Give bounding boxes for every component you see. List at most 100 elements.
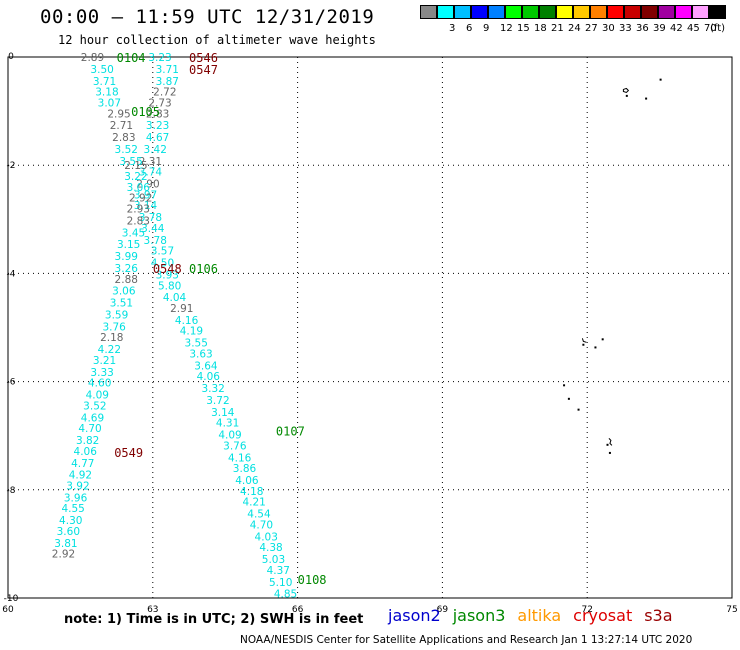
legend-swatch bbox=[488, 5, 505, 19]
wave-height-value: 4.19 bbox=[180, 326, 203, 338]
legend-swatch bbox=[522, 5, 539, 19]
legend-unit: (ft) bbox=[710, 23, 726, 34]
legend-swatch bbox=[709, 5, 726, 19]
lon-tick-label: 60 bbox=[2, 605, 14, 615]
wave-height-value: 4.50 bbox=[151, 258, 174, 270]
island bbox=[582, 343, 585, 346]
wave-height-value: 3.78 bbox=[144, 235, 167, 247]
wave-height-value: 3.97 bbox=[134, 189, 157, 201]
wave-height-value: 4.16 bbox=[228, 452, 252, 464]
wave-height-value: 3.14 bbox=[211, 407, 235, 419]
wave-height-value: 2.88 bbox=[115, 274, 138, 286]
wave-height-value: 5.80 bbox=[158, 280, 181, 292]
legend-label: 36 bbox=[636, 23, 649, 34]
island bbox=[567, 397, 570, 400]
satellite-altika: altika bbox=[517, 606, 562, 625]
wave-height-value: 4.18 bbox=[240, 486, 263, 498]
credit-line: NOAA/NESDIS Center for Satellite Applica… bbox=[240, 634, 693, 646]
wave-height-value: 3.55 bbox=[119, 156, 142, 168]
wave-height-value: 3.07 bbox=[98, 97, 121, 109]
wave-height-value: 4.37 bbox=[267, 565, 290, 577]
legend-swatch bbox=[692, 5, 709, 19]
pass-time-label: 0547 bbox=[189, 63, 218, 77]
legend-label: 30 bbox=[602, 23, 615, 34]
legend-swatch bbox=[607, 5, 624, 19]
wave-height-value: 3.23 bbox=[146, 120, 169, 132]
legend-label: 18 bbox=[534, 23, 547, 34]
legend-swatch bbox=[624, 5, 641, 19]
legend-label: 27 bbox=[585, 23, 598, 34]
legend-label: 70 bbox=[704, 23, 717, 34]
legend-label: 21 bbox=[551, 23, 564, 34]
satellite-s3a: s3a bbox=[644, 606, 673, 625]
wave-height-value: 3.92 bbox=[66, 480, 89, 492]
wave-height-value: 3.76 bbox=[102, 321, 126, 333]
wave-height-value: 3.06 bbox=[112, 286, 136, 298]
legend-swatch bbox=[471, 5, 488, 19]
wave-height-value: 3.15 bbox=[117, 239, 140, 251]
wave-height-value: 4.30 bbox=[59, 515, 82, 527]
lat-tick-label: 0 bbox=[8, 52, 14, 62]
wave-height-value: 3.64 bbox=[194, 360, 218, 372]
wave-height-value: 3.50 bbox=[90, 64, 113, 76]
legend-swatch bbox=[539, 5, 556, 19]
wave-height-value: 3.93 bbox=[156, 269, 179, 281]
legend-swatch bbox=[675, 5, 692, 19]
legend-label: 45 bbox=[687, 23, 700, 34]
pass-time-label: 0549 bbox=[114, 446, 143, 460]
wave-height-value: 3.86 bbox=[233, 463, 257, 475]
wave-height-value: 3.21 bbox=[93, 355, 116, 367]
legend-label: 6 bbox=[466, 23, 473, 34]
wave-height-value: 2.18 bbox=[100, 332, 123, 344]
wave-height-value: 3.59 bbox=[105, 310, 128, 322]
wave-height-value: 3.52 bbox=[83, 400, 106, 412]
wave-height-value: 3.18 bbox=[95, 87, 118, 99]
wave-height-value: 4.69 bbox=[81, 412, 104, 424]
wave-height-value: 3.44 bbox=[141, 223, 165, 235]
lon-tick-label: 75 bbox=[726, 605, 737, 615]
satellite-cryosat: cryosat bbox=[573, 606, 633, 625]
legend-swatch bbox=[658, 5, 675, 19]
wave-height-value: 3.14 bbox=[134, 200, 158, 212]
pass-time-label: 0546 bbox=[189, 51, 218, 65]
wave-height-value: 3.76 bbox=[223, 440, 247, 452]
wave-height-value: 4.06 bbox=[235, 475, 259, 487]
legend-label: 3 bbox=[449, 23, 456, 34]
wave-height-value: 3.87 bbox=[156, 76, 179, 88]
wave-height-value: 4.09 bbox=[86, 390, 109, 402]
lat-tick-label: -2 bbox=[7, 161, 16, 171]
lon-tick-label: 72 bbox=[581, 605, 592, 615]
wave-height-value: 3.52 bbox=[115, 144, 138, 156]
wave-height-value: 4.09 bbox=[218, 430, 241, 442]
legend-swatch bbox=[556, 5, 573, 19]
wave-height-value: 3.78 bbox=[139, 212, 162, 224]
satellite-jason3: jason3 bbox=[452, 606, 506, 625]
wave-height-value: 4.21 bbox=[242, 497, 265, 509]
wave-height-value: 4.70 bbox=[78, 423, 101, 435]
wave-height-value: 3.57 bbox=[151, 246, 174, 258]
wave-height-value: 5.10 bbox=[269, 577, 292, 589]
island bbox=[625, 94, 628, 97]
color-legend: 3 6 9 12 15 18 21 24 27 30 33 36 39 42 45 70 (ft) bbox=[420, 5, 730, 35]
wave-height-value: 4.38 bbox=[259, 542, 282, 554]
legend-label: 42 bbox=[670, 23, 683, 34]
island bbox=[577, 408, 580, 411]
wave-height-value: 5.03 bbox=[262, 554, 285, 566]
lon-tick-label: 66 bbox=[292, 605, 304, 615]
wave-height-value: 3.96 bbox=[64, 492, 88, 504]
wave-height-value: 3.72 bbox=[206, 395, 229, 407]
wave-height-value: 3.23 bbox=[148, 52, 171, 64]
wave-height-value: 2.95 bbox=[107, 108, 130, 120]
wave-height-value: 2.83 bbox=[112, 132, 135, 144]
lon-tick-label: 63 bbox=[147, 605, 158, 615]
wave-height-value: 3.51 bbox=[110, 298, 133, 310]
satellite-jason2: jason2 bbox=[388, 606, 441, 625]
pass-time-label: 0106 bbox=[189, 262, 218, 276]
wave-height-value: 3.22 bbox=[124, 171, 147, 183]
legend-swatch bbox=[437, 5, 454, 19]
wave-height-value: 2.83 bbox=[146, 108, 169, 120]
lat-tick-label: -4 bbox=[7, 269, 16, 279]
wave-height-value: 4.55 bbox=[61, 503, 84, 515]
legend-swatch bbox=[590, 5, 607, 19]
